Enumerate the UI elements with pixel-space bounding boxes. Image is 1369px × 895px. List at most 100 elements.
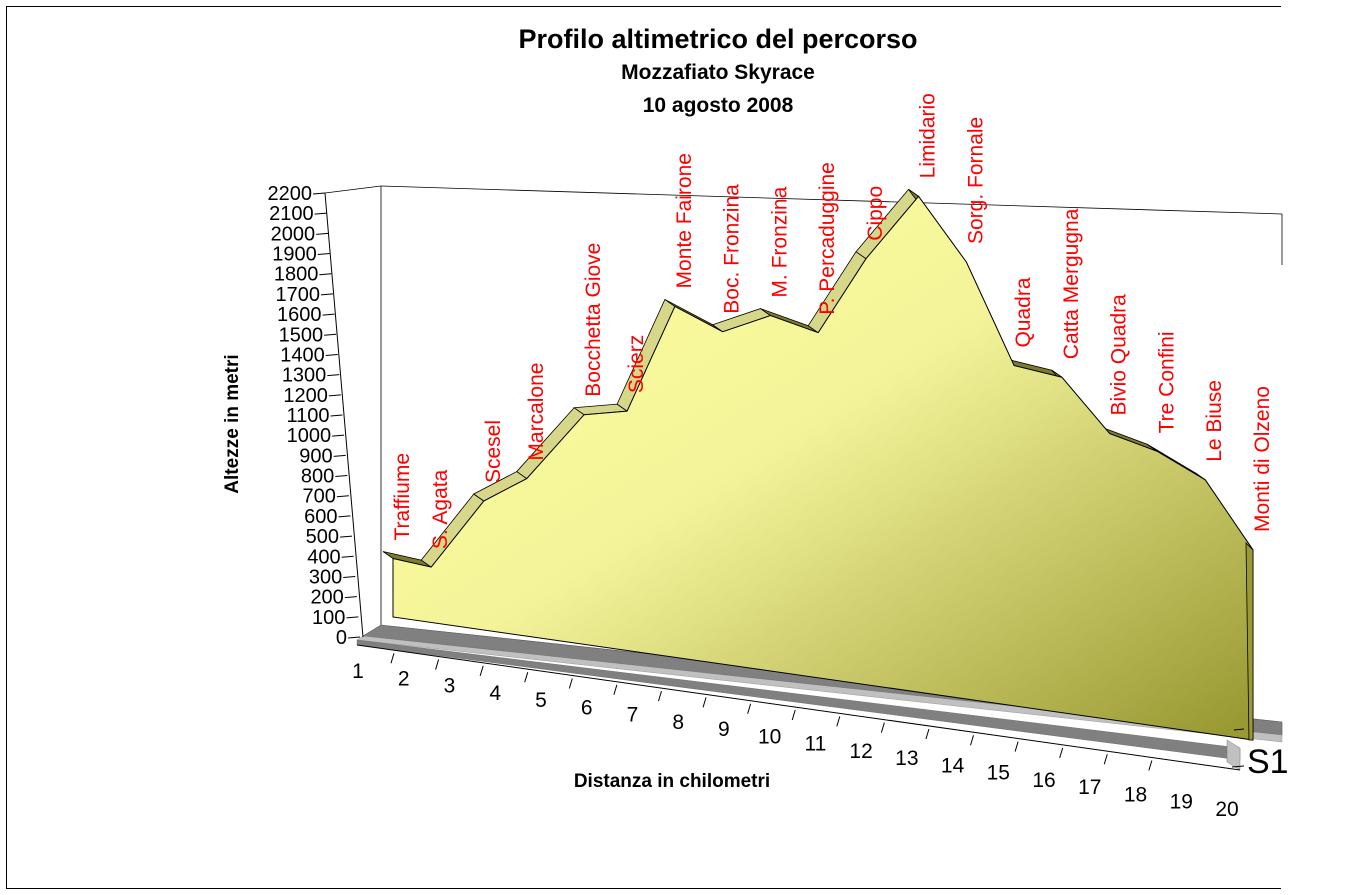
y-tick-label: 500 bbox=[306, 526, 339, 548]
x-tick-mark bbox=[524, 672, 529, 683]
y-tick-mark bbox=[330, 414, 343, 417]
point-labels: Traffiume S. Agata Scesel Marcalone Bocchett… bbox=[391, 93, 1274, 549]
point-label: Marcalone bbox=[525, 363, 548, 461]
back-wall-top-edge bbox=[324, 185, 1283, 215]
point-label: Scierz bbox=[625, 335, 648, 393]
y-tick-mark bbox=[317, 253, 330, 256]
y-tick-label: 200 bbox=[310, 587, 343, 609]
point-label: Sorg. Fornale bbox=[964, 117, 987, 244]
point-label: Scesel bbox=[482, 420, 505, 483]
x-tick-label: 4 bbox=[489, 682, 501, 705]
area-series bbox=[382, 188, 1254, 741]
x-tick-label: 20 bbox=[1215, 798, 1238, 821]
y-axis-line bbox=[324, 192, 364, 638]
x-tick-label: 15 bbox=[987, 762, 1010, 785]
y-tick-label: 1900 bbox=[272, 244, 317, 266]
y-tick-label: 2100 bbox=[269, 203, 314, 225]
floor-right-side bbox=[1226, 739, 1241, 771]
point-label: Monti di Olzeno bbox=[1251, 386, 1274, 532]
y-tick-mark bbox=[338, 515, 351, 518]
x-tick-mark bbox=[880, 722, 885, 733]
y-tick-label: 1200 bbox=[283, 385, 328, 407]
point-label: Monte Fairone bbox=[673, 153, 696, 288]
x-tick-label: 7 bbox=[627, 704, 639, 727]
x-tick-label: 11 bbox=[804, 733, 826, 756]
x-tick-mark bbox=[747, 703, 752, 714]
y-tick-mark bbox=[312, 192, 326, 195]
point-label: Quadra bbox=[1012, 277, 1035, 347]
point-label: Tre Confini bbox=[1155, 331, 1178, 433]
area-front-face bbox=[392, 195, 1254, 741]
x-tick-label: 17 bbox=[1078, 776, 1101, 799]
y-tick-label: 0 bbox=[336, 627, 347, 649]
y-tick-mark bbox=[341, 555, 354, 558]
x-tick-mark bbox=[970, 735, 975, 746]
y-tick-mark bbox=[327, 374, 340, 377]
y-axis: 0100200300400500600700800900100011001200… bbox=[268, 183, 364, 649]
y-tick-label: 1300 bbox=[282, 365, 327, 387]
y-tick-label: 1100 bbox=[286, 405, 329, 427]
chart-subtitle: Mozzafiato Skyrace bbox=[621, 61, 815, 84]
y-tick-label: 400 bbox=[307, 546, 340, 568]
x-tick-label: 12 bbox=[849, 740, 872, 763]
x-tick-label: 8 bbox=[672, 711, 684, 734]
y-tick-label: 300 bbox=[309, 566, 342, 588]
floor-mid-band bbox=[356, 635, 1283, 743]
x-tick-label: 10 bbox=[758, 725, 781, 748]
y-tick-mark bbox=[322, 313, 335, 316]
chart-date: 10 agosto 2008 bbox=[642, 94, 794, 117]
y-tick-label: 800 bbox=[301, 466, 334, 488]
depth-tick-mark bbox=[1231, 765, 1245, 768]
x-tick-label: 18 bbox=[1124, 783, 1147, 806]
y-tick-label: 2200 bbox=[268, 183, 313, 205]
x-tick-mark bbox=[1103, 754, 1108, 765]
x-tick-label: 19 bbox=[1170, 791, 1193, 814]
x-tick-mark bbox=[435, 659, 440, 670]
y-tick-mark bbox=[319, 273, 332, 276]
x-tick-label: 9 bbox=[718, 718, 730, 741]
x-tick-mark bbox=[568, 678, 573, 689]
y-tick-mark bbox=[335, 475, 348, 478]
x-tick-mark bbox=[1148, 760, 1153, 771]
point-label: Catta Mergugna bbox=[1060, 208, 1083, 359]
y-tick-mark bbox=[324, 333, 337, 336]
x-tick-mark bbox=[390, 653, 395, 664]
y-tick-mark bbox=[344, 596, 357, 599]
y-tick-label: 100 bbox=[312, 607, 345, 629]
point-label: Le Biuse bbox=[1203, 380, 1226, 462]
x-axis-title: Distanza in chilometri bbox=[574, 771, 770, 792]
area-right-face bbox=[1245, 541, 1254, 741]
series-depth-label: S1 bbox=[1247, 743, 1289, 781]
point-label: Traffiume bbox=[391, 453, 414, 541]
x-tick-label: 1 bbox=[352, 660, 364, 683]
x-tick-mark bbox=[702, 697, 707, 708]
x-tick-label: 6 bbox=[581, 696, 593, 719]
y-tick-mark bbox=[333, 454, 346, 457]
x-tick-mark bbox=[925, 728, 930, 740]
x-tick-mark bbox=[657, 690, 662, 702]
x-tick-mark bbox=[1059, 747, 1064, 759]
y-tick-mark bbox=[336, 495, 349, 498]
y-tick-mark bbox=[343, 575, 356, 578]
point-label: Bivio Quadra bbox=[1108, 294, 1131, 416]
y-tick-label: 600 bbox=[304, 506, 337, 528]
y-tick-label: 1000 bbox=[287, 425, 332, 447]
y-tick-mark bbox=[347, 636, 361, 639]
y-tick-label: 1400 bbox=[280, 344, 325, 366]
x-tick-mark bbox=[479, 665, 484, 677]
x-tick-mark bbox=[613, 684, 618, 695]
y-tick-label: 1800 bbox=[274, 264, 319, 286]
point-label: Boc. Fronzina bbox=[721, 184, 744, 314]
x-tick-label: 13 bbox=[895, 747, 918, 770]
y-tick-mark bbox=[325, 353, 338, 356]
y-axis-title: Altezze in metri bbox=[222, 354, 243, 493]
y-tick-mark bbox=[316, 232, 329, 235]
point-label: Bocchetta Giove bbox=[582, 243, 605, 397]
y-tick-label: 2000 bbox=[271, 223, 316, 245]
x-tick-label: 2 bbox=[398, 667, 410, 690]
x-tick-label: 14 bbox=[941, 754, 965, 777]
y-tick-mark bbox=[346, 616, 359, 619]
y-tick-label: 1600 bbox=[277, 304, 322, 326]
y-tick-label: 700 bbox=[302, 486, 335, 508]
